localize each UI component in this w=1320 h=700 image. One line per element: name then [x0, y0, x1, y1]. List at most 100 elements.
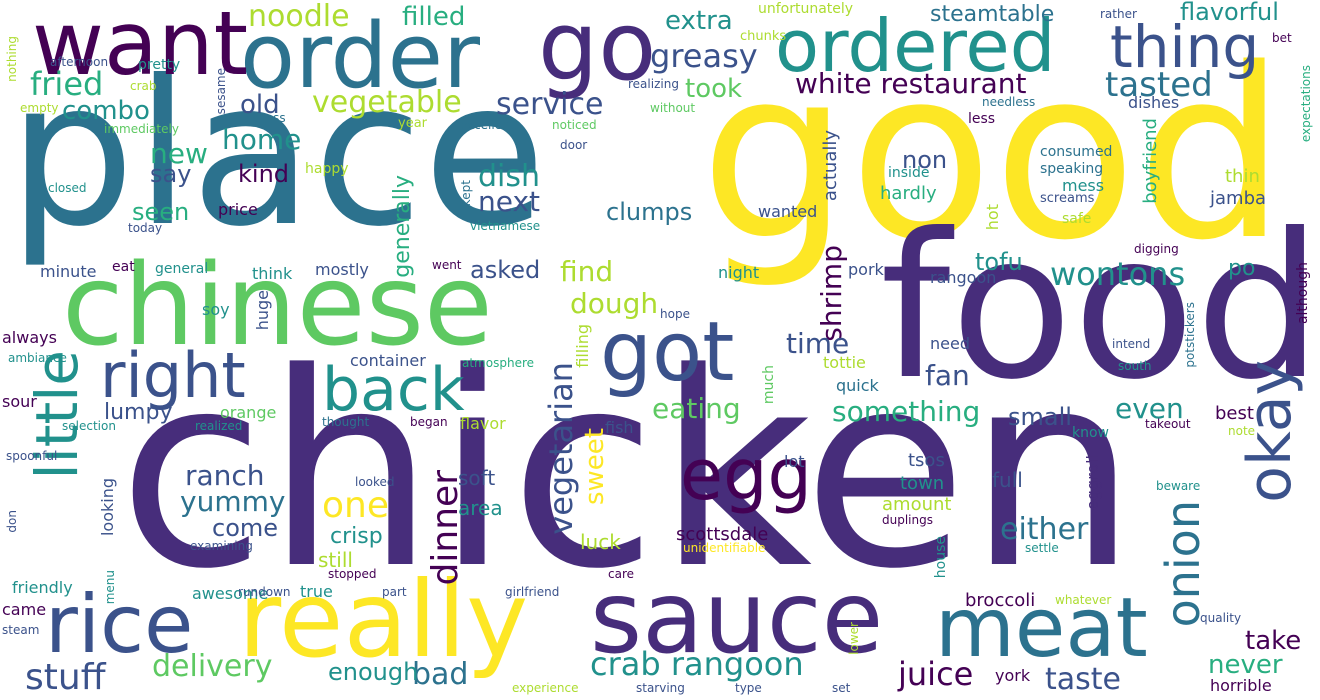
word-amount: amount: [882, 494, 952, 515]
word-chicken: chicken: [118, 316, 1138, 628]
word-immediately: immediately: [104, 122, 179, 136]
word-crab: crab: [130, 79, 157, 93]
word-sauce: sauce: [590, 559, 884, 676]
word-price: price: [218, 200, 258, 219]
word-meat: meat: [935, 581, 1148, 676]
word-thin: thin: [1225, 166, 1260, 187]
word-quick: quick: [836, 376, 879, 395]
word-something: something: [832, 395, 981, 428]
word-vegetable: vegetable: [312, 85, 462, 120]
word-atmosphere: atmosphere: [462, 356, 534, 370]
word-wanted: wanted: [758, 202, 818, 221]
word-eggroll: eggroll: [1083, 455, 1102, 511]
word-lot: lot: [784, 452, 805, 471]
word-tottie: tottie: [823, 353, 866, 372]
word-examining: examining: [190, 539, 253, 553]
word-year: year: [398, 116, 428, 131]
word-okay: thing: [1110, 13, 1260, 81]
word-needless: needless: [982, 95, 1036, 109]
word-unidentifiable: unidentifiable: [683, 541, 766, 555]
word-horrible: horrible: [1210, 676, 1272, 695]
word-order: order: [240, 4, 480, 109]
word-old: old: [240, 90, 280, 120]
word-chinese: chinese: [62, 241, 493, 371]
word-taste: taste: [1045, 662, 1121, 697]
word-chunks: chunks: [740, 29, 787, 44]
word-mess: mess: [1062, 176, 1105, 195]
word-stopped: stopped: [328, 567, 377, 581]
word-settle: settle: [1025, 541, 1059, 555]
word-think: think: [252, 264, 293, 283]
word-happy: happy: [305, 161, 349, 177]
word-steamtable: steamtable: [930, 2, 1055, 27]
word-today: today: [128, 221, 163, 235]
word-enough: enough: [328, 658, 419, 686]
word-sour: sour: [2, 392, 37, 411]
word-extra: extra: [665, 6, 733, 36]
word-good: good: [700, 19, 1286, 292]
word-come: come: [212, 514, 279, 542]
word-realized: realized: [195, 419, 243, 433]
word-closed: closed: [48, 181, 87, 195]
word-takeout: takeout: [1145, 417, 1191, 431]
word-time: time: [786, 327, 850, 360]
word-menu: menu: [103, 570, 117, 605]
word-went: went: [432, 258, 462, 272]
word-wontons: wontons: [1050, 255, 1186, 293]
word-looked: looked: [355, 475, 395, 489]
word-mostly: mostly: [315, 260, 369, 279]
word-onion: onion: [1156, 500, 1210, 628]
word-clumps: clumps: [606, 198, 693, 226]
word-rangoon: rangoon: [930, 268, 997, 287]
word-rather: rather: [1100, 7, 1137, 21]
word-intend: intend: [1112, 337, 1151, 351]
word-never: never: [1208, 650, 1283, 680]
word-minute: minute: [40, 262, 97, 281]
word-asked: asked: [470, 256, 541, 284]
word-noodle: noodle: [248, 0, 350, 34]
word-flavorful: flavorful: [1180, 0, 1279, 26]
word-greasy: greasy: [650, 37, 758, 75]
word-sickness: sickness: [235, 111, 286, 125]
word-inside: inside: [888, 165, 930, 181]
word-steam: steam: [2, 623, 40, 637]
word-south: south: [1118, 359, 1152, 373]
word-small: small: [1008, 403, 1072, 431]
word-vegetarian: vegetarian: [542, 362, 580, 535]
word-container: container: [350, 351, 426, 370]
word-eat: eat: [112, 259, 135, 275]
word-york: york: [995, 666, 1031, 685]
word-empty: empty: [20, 101, 59, 115]
word-girlfriend: girlfriend: [505, 585, 560, 599]
word-rice: rice: [45, 578, 194, 671]
word-luck: luck: [580, 530, 621, 554]
word-pretty: pretty: [138, 57, 181, 73]
word-thought: thought: [322, 415, 370, 429]
word-even: even: [1115, 392, 1184, 425]
word-quality: quality: [1200, 611, 1242, 625]
word-care: care: [608, 567, 635, 581]
word-crisp: crisp: [330, 524, 383, 549]
word-dish: dish: [478, 159, 541, 194]
word-full: full: [992, 468, 1023, 492]
word-vietnamese: vietnamese: [470, 219, 541, 233]
word-beware: beware: [1156, 479, 1201, 493]
word-generally: generally: [390, 175, 415, 278]
word-white-restaurant: white restaurant: [795, 67, 1027, 100]
word-delivery: delivery: [152, 649, 273, 684]
word-ambiance: ambiance: [8, 351, 67, 365]
word-area: area: [458, 496, 503, 520]
word-bet: bet: [1272, 31, 1292, 45]
word-lower: lower: [847, 622, 861, 655]
word-true: true: [300, 582, 333, 601]
word-service: service: [496, 87, 604, 122]
word-best: best: [1215, 403, 1254, 424]
word-rundown: rundown: [238, 585, 291, 599]
word-seen: seen: [132, 198, 190, 226]
word-non: non: [902, 146, 948, 174]
word-less: less: [968, 111, 996, 127]
word-bad: bad: [412, 657, 469, 692]
word-egg: egg: [680, 434, 812, 516]
word-fan: fan: [925, 359, 970, 392]
word-safe: safe: [1062, 211, 1092, 227]
